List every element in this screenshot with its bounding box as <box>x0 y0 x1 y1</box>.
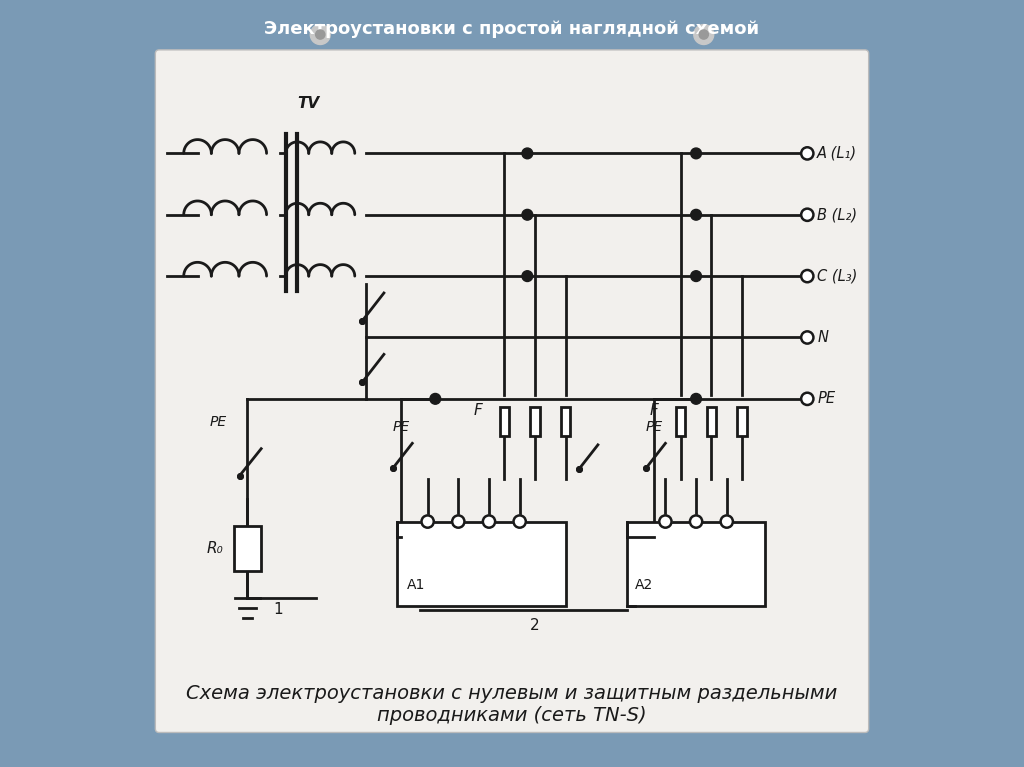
Bar <box>676 407 685 436</box>
Circle shape <box>315 30 325 39</box>
Circle shape <box>513 515 525 528</box>
Circle shape <box>430 393 440 404</box>
Text: PE: PE <box>645 420 663 434</box>
Circle shape <box>522 148 532 159</box>
Circle shape <box>699 30 709 39</box>
Text: Схема электроустановки с нулевым и защитным раздельными
проводниками (сеть TN-S): Схема электроустановки с нулевым и защит… <box>186 683 838 725</box>
Bar <box>737 407 746 436</box>
Text: A (L₁): A (L₁) <box>817 146 857 161</box>
Circle shape <box>801 270 813 282</box>
Circle shape <box>801 393 813 405</box>
Text: A1: A1 <box>407 578 425 592</box>
Circle shape <box>801 147 813 160</box>
Circle shape <box>691 271 701 281</box>
Text: TV: TV <box>298 96 319 111</box>
Circle shape <box>690 515 702 528</box>
Text: PE: PE <box>392 420 410 434</box>
Circle shape <box>422 515 434 528</box>
Text: 2: 2 <box>530 617 540 633</box>
Text: C (L₃): C (L₃) <box>817 268 858 284</box>
Circle shape <box>483 515 496 528</box>
Bar <box>233 526 261 571</box>
Circle shape <box>691 148 701 159</box>
Bar <box>397 522 565 606</box>
Bar <box>707 407 716 436</box>
Text: PE: PE <box>817 391 836 407</box>
Circle shape <box>694 25 714 44</box>
Circle shape <box>522 209 532 220</box>
Bar <box>530 407 540 436</box>
Bar <box>561 407 570 436</box>
Circle shape <box>691 209 701 220</box>
Bar <box>627 522 765 606</box>
Text: PE: PE <box>210 415 226 429</box>
Circle shape <box>801 209 813 221</box>
Text: Электроустановки с простой наглядной схемой: Электроустановки с простой наглядной схе… <box>264 20 760 38</box>
Text: F: F <box>649 403 658 418</box>
Text: A2: A2 <box>635 578 653 592</box>
Text: F: F <box>473 403 482 418</box>
Circle shape <box>659 515 672 528</box>
Text: B (L₂): B (L₂) <box>817 207 857 222</box>
Circle shape <box>310 25 330 44</box>
Text: N: N <box>817 330 828 345</box>
Circle shape <box>453 515 465 528</box>
Circle shape <box>691 393 701 404</box>
Bar <box>500 407 509 436</box>
Circle shape <box>801 331 813 344</box>
Circle shape <box>522 271 532 281</box>
Circle shape <box>721 515 733 528</box>
Text: 1: 1 <box>273 602 283 617</box>
FancyBboxPatch shape <box>156 50 868 732</box>
Text: R₀: R₀ <box>207 541 223 556</box>
